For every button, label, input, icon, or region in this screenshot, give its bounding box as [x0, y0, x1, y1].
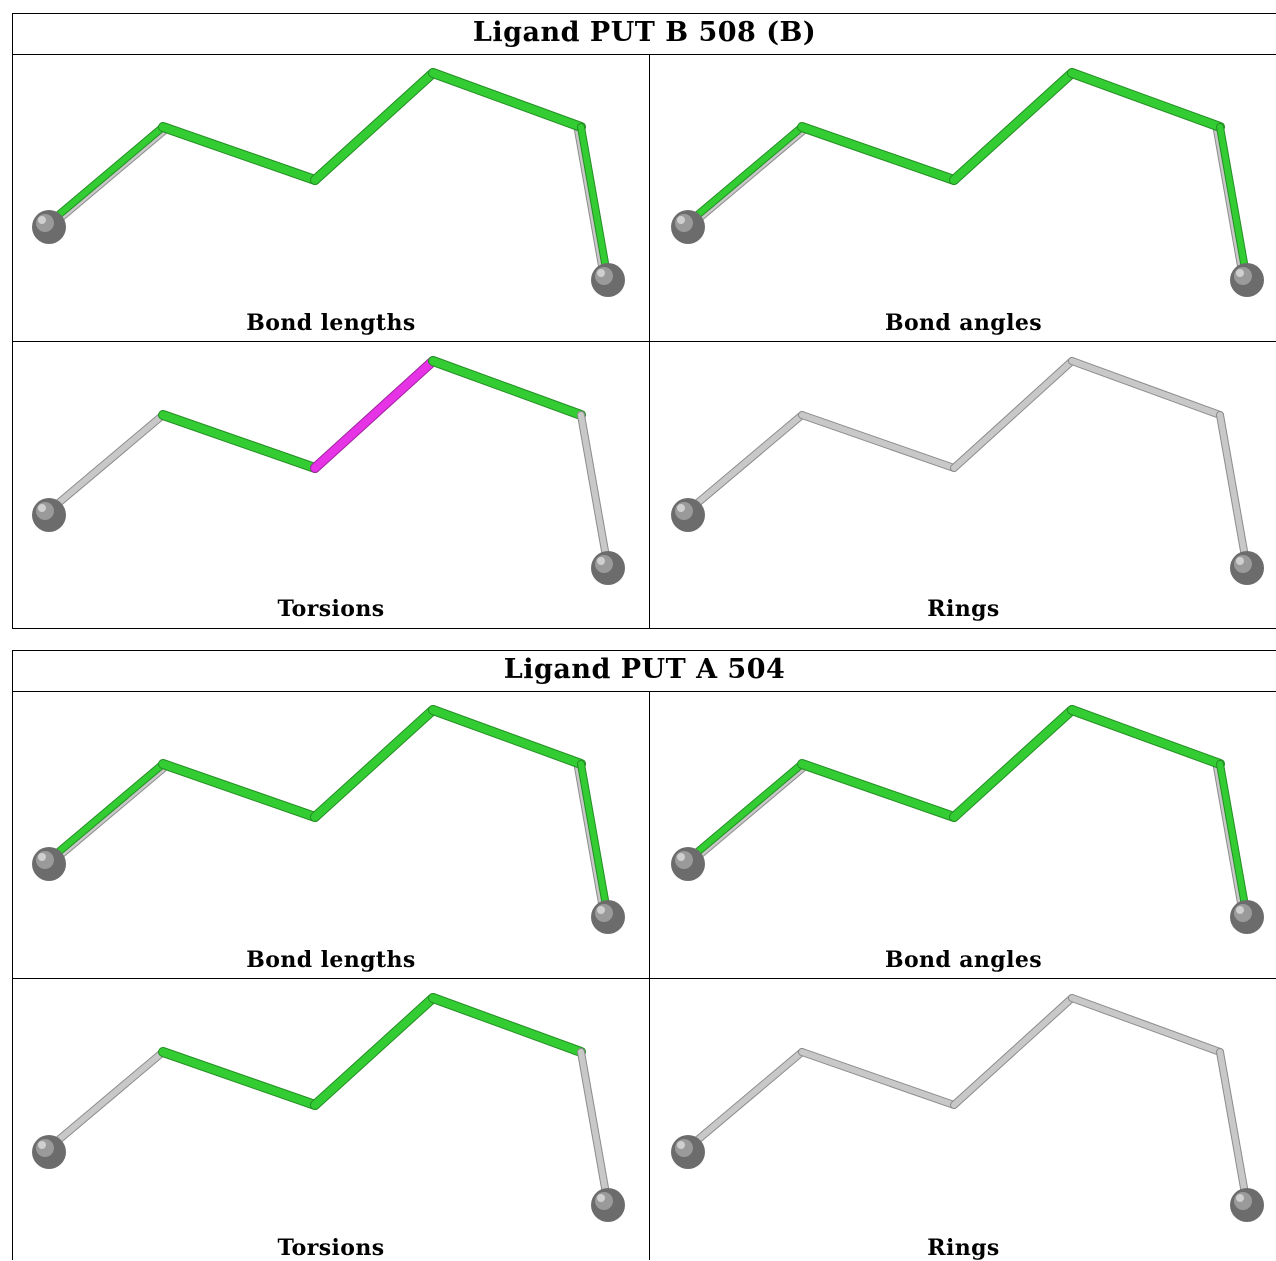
- bond-stick-highlight: [311, 706, 437, 821]
- bond-stick-highlight: [1217, 761, 1250, 920]
- panel-caption: Rings: [927, 596, 1000, 622]
- bond-stick-highlight: [798, 123, 958, 184]
- atom-sphere: [671, 1135, 705, 1169]
- panel-torsions: Torsions: [13, 980, 649, 1261]
- bond-stick-highlight: [1069, 995, 1223, 1055]
- ligand-block: Ligand PUT B 508 (B) Bond lengths Bond a…: [12, 13, 1276, 629]
- column-divider: [649, 691, 650, 1260]
- bond-stick-highlight: [950, 706, 1076, 821]
- bond-stick-highlight: [46, 412, 166, 514]
- bond-stick-highlight: [951, 995, 1075, 1108]
- bond-stick-highlight: [578, 412, 611, 571]
- row-divider: [13, 341, 1276, 342]
- bond-stick-highlight: [429, 706, 585, 768]
- bond-stick-highlight: [1069, 358, 1223, 418]
- molecule-view: [671, 705, 1264, 934]
- atom-sphere: [32, 847, 66, 881]
- atom-sphere: [32, 498, 66, 532]
- bond-stick-highlight: [46, 1049, 166, 1151]
- panel-caption: Rings: [927, 1235, 1000, 1261]
- atom-sphere: [591, 263, 625, 297]
- panel-bond-angles: Bond angles: [650, 692, 1276, 978]
- bond-stick-highlight: [950, 69, 1076, 184]
- ligand-title: Ligand PUT A 504: [13, 651, 1276, 692]
- atom-sphere: [671, 498, 705, 532]
- atom-sphere: [671, 847, 705, 881]
- bond-stick-highlight: [311, 994, 437, 1109]
- molecule-view: [671, 68, 1264, 297]
- bond-stick-highlight: [799, 1049, 957, 1108]
- bond-stick-highlight: [159, 760, 319, 821]
- bond-stick-highlight: [685, 1049, 805, 1151]
- atom-sphere: [32, 1135, 66, 1169]
- bond-stick-highlight: [46, 761, 166, 863]
- panel-bond-lengths: Bond lengths: [13, 55, 649, 341]
- atom-sphere: [591, 900, 625, 934]
- bond-stick-highlight: [1217, 412, 1250, 571]
- bond-stick-highlight: [578, 124, 611, 283]
- ligand-title: Ligand PUT B 508 (B): [13, 14, 1276, 55]
- panel-caption: Torsions: [277, 596, 385, 622]
- bond-stick-highlight: [1213, 125, 1246, 284]
- bond-stick-highlight: [1068, 69, 1224, 131]
- panel-caption: Bond angles: [884, 310, 1043, 336]
- bond-stick-highlight: [159, 123, 319, 184]
- bond-stick-highlight: [799, 412, 957, 471]
- molecule-view: [32, 356, 625, 585]
- bond-stick-highlight: [159, 1048, 319, 1109]
- row-divider: [13, 978, 1276, 979]
- panel-bond-angles: Bond angles: [650, 55, 1276, 341]
- bond-stick-highlight: [578, 761, 611, 920]
- bond-stick-highlight: [1217, 124, 1250, 283]
- bond-stick-highlight: [311, 357, 437, 472]
- bond-stick-highlight: [311, 69, 437, 184]
- bond-stick-highlight: [159, 411, 319, 472]
- bond-stick-highlight: [798, 760, 958, 821]
- atom-sphere: [1230, 1188, 1264, 1222]
- bond-stick-highlight: [429, 357, 585, 419]
- molecule-view: [671, 357, 1264, 585]
- atom-sphere: [671, 210, 705, 244]
- bond-stick-highlight: [685, 412, 805, 514]
- panel-rings: Rings: [650, 980, 1276, 1261]
- bond-stick-highlight: [1068, 706, 1224, 768]
- panel-caption: Bond lengths: [246, 310, 416, 336]
- atom-sphere: [591, 1188, 625, 1222]
- bond-stick-highlight: [685, 124, 805, 226]
- panel-caption: Bond angles: [884, 947, 1043, 973]
- bond-stick-highlight: [1217, 1049, 1250, 1208]
- panel-caption: Torsions: [277, 1235, 385, 1261]
- bond-stick-highlight: [951, 358, 1075, 471]
- molecule-view: [32, 68, 625, 297]
- panel-rings: Rings: [650, 343, 1276, 628]
- panel-bond-lengths: Bond lengths: [13, 692, 649, 978]
- bond-stick-highlight: [1213, 762, 1246, 921]
- atom-sphere: [32, 210, 66, 244]
- bond-stick-highlight: [578, 1049, 611, 1208]
- atom-sphere: [1230, 900, 1264, 934]
- atom-sphere: [1230, 551, 1264, 585]
- bond-stick-highlight: [46, 124, 166, 226]
- panel-torsions: Torsions: [13, 343, 649, 628]
- atom-sphere: [1230, 263, 1264, 297]
- ligand-block: Ligand PUT A 504 Bond lengths Bond angle…: [12, 650, 1276, 1261]
- molecule-view: [671, 994, 1264, 1222]
- bond-stick-highlight: [429, 69, 585, 131]
- atom-sphere: [591, 551, 625, 585]
- bond-stick-highlight: [685, 761, 805, 863]
- bond-stick-highlight: [429, 994, 585, 1056]
- panel-caption: Bond lengths: [246, 947, 416, 973]
- molecule-view: [32, 705, 625, 934]
- molecule-view: [32, 993, 625, 1222]
